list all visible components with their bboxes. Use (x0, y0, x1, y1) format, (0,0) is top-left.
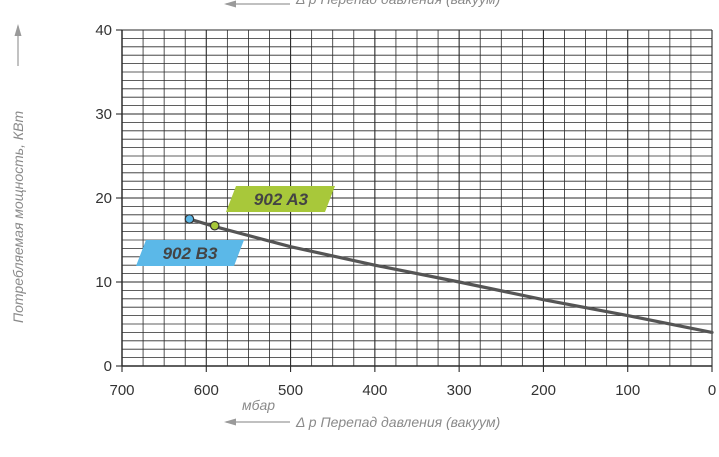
x-axis-caption-bottom-group: мбар Δ p Перепад давления (вакуум) (224, 397, 500, 430)
series-tag-b3-label: 902 B3 (163, 244, 218, 263)
x-tick-label: 600 (194, 382, 219, 399)
y-tick-label: 40 (95, 22, 112, 39)
series-tag-a3: 902 A3 (226, 186, 335, 212)
x-axis-caption-top: Δ p Перепад давления (вакуум) (295, 0, 500, 7)
x-tick-label: 0 (708, 382, 716, 399)
x-axis-caption-bottom: Δ p Перепад давления (вакуум) (295, 414, 500, 430)
series-line-layer (187, 217, 714, 334)
x-tick-label: 200 (531, 382, 556, 399)
series-tag-b3: 902 B3 (136, 240, 244, 266)
series-marker-1 (184, 214, 195, 224)
series-tag-b3-shape (136, 240, 244, 266)
series-marker-0 (209, 220, 220, 231)
grid (121, 29, 713, 367)
y-tick-label: 20 (95, 190, 112, 207)
x-tick-label: 300 (447, 382, 472, 399)
x-tick-label: 100 (615, 382, 640, 399)
x-tick-label: 400 (362, 382, 387, 399)
series-tag-a3-label: 902 A3 (254, 190, 309, 209)
x-tick-label: 500 (278, 382, 303, 399)
x-tick-label: 700 (109, 382, 134, 399)
x-arrow-bottom-head (224, 418, 236, 426)
series-tag-a3-shape (226, 186, 335, 212)
y-axis-caption: Потребляемая мощность, КВт (10, 110, 26, 323)
y-tick-label: 30 (95, 106, 112, 123)
x-axis-unit: мбар (242, 397, 275, 413)
x-axis-caption-top-group: Δ p Перепад давления (вакуум) (224, 0, 500, 8)
y-tick-label: 0 (104, 358, 112, 375)
x-arrow-top-head (224, 0, 236, 8)
series-line (187, 217, 714, 334)
y-arrow-head (14, 24, 22, 36)
series-marker-layer (184, 214, 220, 231)
y-tick-label: 10 (95, 274, 112, 291)
y-axis-caption-group: Потребляемая мощность, КВт (10, 24, 26, 323)
axes: 0 10 20 30 40 700 600 500 400 300 200 100 0 (95, 22, 716, 399)
